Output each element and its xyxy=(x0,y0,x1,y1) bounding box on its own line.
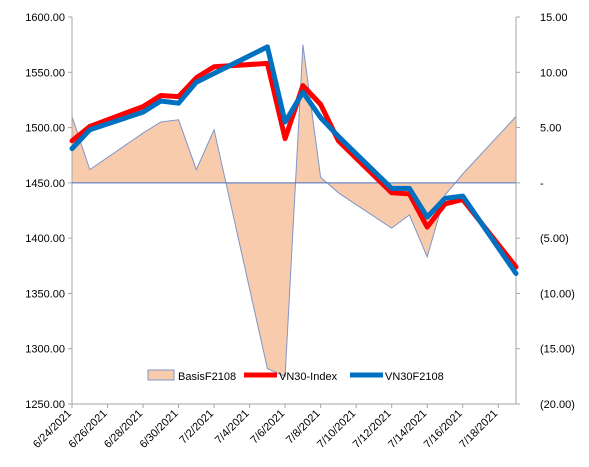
lines-layer xyxy=(69,44,519,276)
basis-area-outline xyxy=(71,44,517,378)
left-axis-tick-label: 1500.00 xyxy=(25,123,65,135)
right-axis-tick-label: (15.00) xyxy=(540,344,575,356)
left-axis-tick-label: 1350.00 xyxy=(25,288,65,300)
x-axis-tick-label: 7/4/2021 xyxy=(213,408,252,447)
right-axis-tick-label: (5.00) xyxy=(540,233,569,245)
x-axis-tick-label: 6/30/2021 xyxy=(138,408,181,451)
left-axis-tick-label: 1600.00 xyxy=(25,12,65,24)
left-axis-tick-label: 1300.00 xyxy=(25,344,65,356)
axes xyxy=(68,16,520,408)
left-axis-tick-label: 1550.00 xyxy=(25,67,65,79)
right-axis-tick-label: - xyxy=(540,178,544,190)
right-axis-tick-label: (20.00) xyxy=(540,399,575,411)
right-axis-tick-label: 15.00 xyxy=(540,12,568,24)
legend-label-basis: BasisF2108 xyxy=(178,371,236,383)
tick-labels: 1250.00 1300.00 1350.00 1400.00 1450.00 1500.… xyxy=(25,12,575,451)
legend: BasisF2108 VN30-Index VN30F2108 xyxy=(147,369,444,383)
vn30-index-line xyxy=(69,60,519,270)
legend-label-vn30-index: VN30-Index xyxy=(279,371,338,383)
left-axis-tick-label: 1400.00 xyxy=(25,233,65,245)
vn30f2108-line xyxy=(69,44,519,276)
left-axis-tick-label: 1450.00 xyxy=(25,178,65,190)
left-axis-tick-label: 1250.00 xyxy=(25,399,65,411)
x-axis-tick-label: 7/6/2021 xyxy=(248,408,287,447)
right-axis-tick-label: 5.00 xyxy=(540,123,561,135)
right-axis-tick-label: (10.00) xyxy=(540,288,575,300)
x-axis-tick-label: 7/2/2021 xyxy=(177,408,216,447)
basis-area-layer xyxy=(71,44,517,378)
x-axis-tick-label: 7/18/2021 xyxy=(457,408,500,451)
right-axis-tick-label: 10.00 xyxy=(540,67,568,79)
legend-label-vn30f2108: VN30F2108 xyxy=(385,371,444,383)
legend-swatch-basis xyxy=(147,369,175,381)
